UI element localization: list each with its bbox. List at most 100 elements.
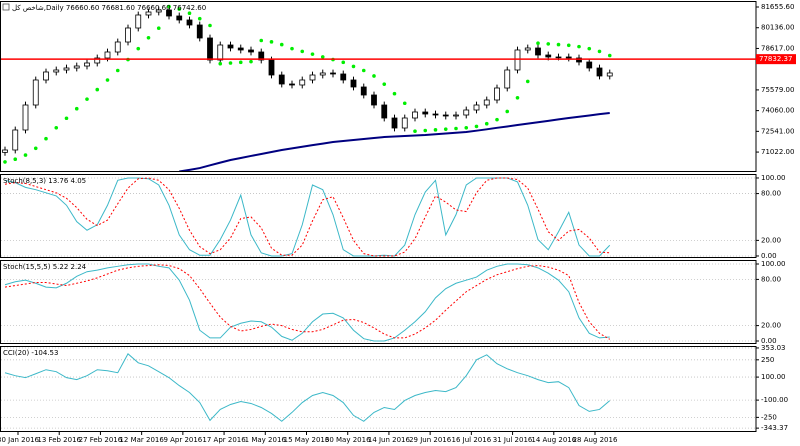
indicator-line — [4, 263, 610, 342]
x-tick-label: 31 Jul 2016 — [493, 436, 533, 444]
sar-dot — [177, 7, 182, 11]
candle-body — [514, 49, 521, 71]
x-tick-label: 14 Aug 2016 — [531, 436, 576, 444]
candle-body — [125, 27, 131, 43]
candle-body — [555, 56, 562, 59]
candle-body — [227, 44, 234, 49]
sar-dot — [228, 61, 233, 65]
candle-body — [371, 94, 377, 106]
x-tick-label: 16 Jul 2016 — [452, 436, 492, 444]
panel-frame — [0, 346, 757, 432]
sar-dot — [320, 55, 325, 59]
candle-body — [576, 57, 582, 63]
candle-body — [381, 104, 388, 119]
candle-body — [401, 117, 408, 129]
sar-dot — [95, 87, 100, 92]
candle-body — [84, 62, 90, 67]
y-tick-label: 250 — [761, 356, 774, 364]
sar-dot — [413, 129, 417, 134]
y-tick-label: 0.00 — [761, 252, 777, 260]
sar-dot — [23, 153, 28, 157]
sar-dot — [208, 23, 212, 28]
panel-title: CCI(20) -104.53 — [3, 349, 58, 357]
y-tick-label: 80.00 — [761, 190, 781, 198]
y-tick-label: 80136.00 — [761, 24, 794, 32]
candle-body — [104, 51, 111, 59]
candle-body — [258, 51, 265, 61]
y-tick-label: 80.00 — [761, 275, 781, 283]
x-tick-label: 9 Apr 2016 — [163, 436, 202, 444]
x-tick-label: 28 Aug 2016 — [573, 436, 618, 444]
sar-dot — [156, 26, 161, 31]
candle-body — [12, 129, 19, 151]
indicator-line — [4, 353, 611, 422]
sar-dot — [300, 49, 305, 54]
indicator-line — [4, 264, 611, 340]
sar-dot — [64, 116, 69, 121]
sar-dot — [146, 35, 151, 40]
sar-dot — [587, 46, 592, 51]
candle-body — [73, 65, 80, 69]
sar-dot — [382, 82, 387, 86]
candle-body — [237, 47, 244, 51]
sar-dot — [54, 126, 59, 130]
y-tick-label: 75579.00 — [761, 86, 794, 94]
symbol-icon — [2, 3, 10, 11]
candle-body — [360, 86, 367, 96]
candle-body — [94, 57, 101, 64]
y-tick-label: 74060.00 — [761, 107, 794, 115]
candle-body — [186, 19, 193, 26]
x-tick-label: 12 Mar 2016 — [119, 436, 164, 444]
candle-body — [299, 79, 306, 86]
sar-dot — [167, 4, 171, 9]
candle-body — [63, 67, 70, 71]
sar-dot — [433, 128, 438, 132]
sar-dot — [372, 74, 376, 78]
sar-dot — [577, 44, 581, 49]
sar-dot — [115, 68, 120, 73]
moving-average — [179, 111, 610, 171]
candle-body — [463, 109, 470, 116]
candle-body — [504, 69, 511, 89]
sar-dot — [105, 78, 110, 82]
sar-dot — [495, 117, 499, 122]
sar-dot — [13, 157, 18, 161]
sar-dot — [515, 95, 520, 100]
y-tick-label: 100.00 — [761, 373, 786, 381]
sar-dot — [556, 42, 561, 47]
sar-dot — [310, 52, 315, 56]
x-tick-label: 14 Jun 2016 — [368, 436, 411, 444]
candle-body — [319, 72, 326, 76]
sar-dot — [74, 106, 79, 111]
candle-body — [483, 99, 490, 106]
candle-body — [586, 61, 593, 69]
candle-body — [330, 72, 336, 75]
candle-body — [155, 9, 162, 13]
y-tick-label: 72541.00 — [761, 127, 794, 135]
candle-body — [145, 11, 152, 16]
sar-dot — [443, 127, 448, 131]
candle-body — [289, 83, 295, 86]
y-tick-label: 353.03 — [761, 344, 786, 352]
sar-dot — [187, 11, 192, 16]
sar-dot — [454, 126, 458, 131]
panel-frame — [0, 260, 757, 344]
y-tick-label: 20.00 — [761, 236, 781, 244]
sar-dot — [249, 59, 253, 64]
candle-body — [524, 47, 531, 51]
candle-body — [207, 37, 213, 61]
y-tick-label: -250 — [761, 413, 777, 421]
candle-body — [391, 117, 398, 129]
candle-body — [565, 56, 572, 59]
sar-dot — [505, 109, 510, 114]
candle-body — [422, 111, 429, 115]
candle-body — [176, 15, 183, 21]
panel-frame — [0, 174, 757, 258]
sar-dot — [474, 124, 479, 129]
candle-body — [309, 74, 316, 81]
candle-body — [32, 79, 39, 106]
y-tick-label: 81655.60 — [761, 3, 794, 11]
